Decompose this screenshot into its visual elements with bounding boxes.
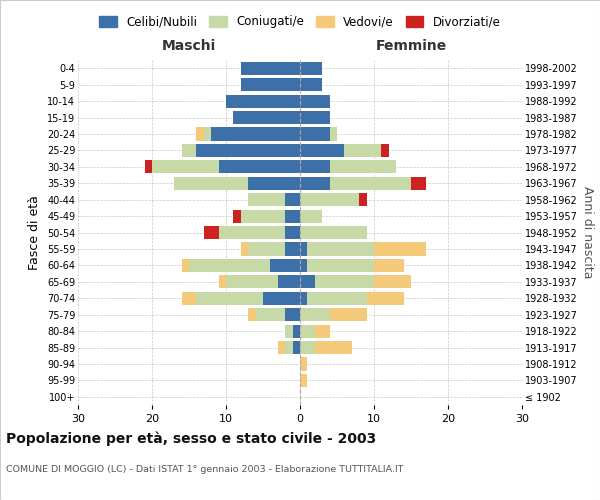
Bar	[300, 78, 322, 91]
Bar	[263, 292, 300, 305]
Bar	[285, 341, 293, 354]
Bar	[300, 226, 367, 239]
Bar	[300, 308, 329, 321]
Bar	[307, 292, 367, 305]
Bar	[300, 94, 329, 108]
Bar	[411, 176, 426, 190]
Text: COMUNE DI MOGGIO (LC) - Dati ISTAT 1° gennaio 2003 - Elaborazione TUTTITALIA.IT: COMUNE DI MOGGIO (LC) - Dati ISTAT 1° ge…	[6, 466, 404, 474]
Bar	[196, 128, 204, 140]
Bar	[218, 275, 226, 288]
Bar	[204, 128, 211, 140]
Bar	[344, 144, 382, 157]
Bar	[248, 242, 285, 256]
Text: Femmine: Femmine	[376, 39, 446, 53]
Bar	[204, 226, 218, 239]
Bar	[300, 358, 307, 370]
Bar	[211, 128, 300, 140]
Bar	[271, 259, 300, 272]
Bar	[241, 62, 300, 75]
Bar	[226, 275, 278, 288]
Bar	[182, 144, 196, 157]
Bar	[285, 242, 300, 256]
Bar	[256, 308, 285, 321]
Bar	[300, 193, 359, 206]
Bar	[329, 176, 411, 190]
Bar	[285, 193, 300, 206]
Bar	[285, 324, 293, 338]
Bar	[300, 62, 322, 75]
Bar	[241, 78, 300, 91]
Bar	[182, 259, 189, 272]
Bar	[300, 210, 322, 222]
Bar	[285, 226, 300, 239]
Bar	[285, 308, 300, 321]
Bar	[218, 160, 300, 173]
Legend: Celibi/Nubili, Coniugati/e, Vedovi/e, Divorziati/e: Celibi/Nubili, Coniugati/e, Vedovi/e, Di…	[95, 10, 505, 33]
Bar	[285, 210, 300, 222]
Bar	[307, 259, 374, 272]
Bar	[278, 341, 285, 354]
Bar	[374, 275, 411, 288]
Bar	[293, 341, 300, 354]
Bar	[182, 292, 196, 305]
Bar	[189, 259, 271, 272]
Bar	[300, 176, 329, 190]
Bar	[174, 176, 248, 190]
Bar	[248, 193, 285, 206]
Bar	[367, 292, 404, 305]
Bar	[241, 210, 285, 222]
Bar	[300, 160, 329, 173]
Bar	[278, 275, 300, 288]
Bar	[226, 94, 300, 108]
Bar	[374, 242, 426, 256]
Bar	[315, 275, 374, 288]
Bar	[196, 292, 263, 305]
Bar	[248, 308, 256, 321]
Text: Maschi: Maschi	[162, 39, 216, 53]
Bar	[300, 111, 329, 124]
Bar	[241, 242, 248, 256]
Y-axis label: Fasce di età: Fasce di età	[28, 195, 41, 270]
Bar	[329, 308, 367, 321]
Bar	[374, 259, 404, 272]
Bar	[152, 160, 218, 173]
Bar	[300, 341, 315, 354]
Bar	[329, 160, 396, 173]
Bar	[300, 292, 307, 305]
Bar	[300, 144, 344, 157]
Bar	[329, 128, 337, 140]
Bar	[300, 275, 315, 288]
Bar	[300, 242, 307, 256]
Bar	[382, 144, 389, 157]
Bar	[233, 111, 300, 124]
Y-axis label: Anni di nascita: Anni di nascita	[581, 186, 595, 279]
Bar	[315, 341, 352, 354]
Bar	[300, 128, 329, 140]
Bar	[145, 160, 152, 173]
Bar	[307, 242, 374, 256]
Bar	[300, 324, 315, 338]
Bar	[233, 210, 241, 222]
Bar	[315, 324, 329, 338]
Bar	[300, 374, 307, 387]
Bar	[218, 226, 285, 239]
Bar	[293, 324, 300, 338]
Bar	[300, 259, 307, 272]
Bar	[248, 176, 300, 190]
Bar	[359, 193, 367, 206]
Bar	[196, 144, 300, 157]
Text: Popolazione per età, sesso e stato civile - 2003: Popolazione per età, sesso e stato civil…	[6, 431, 376, 446]
